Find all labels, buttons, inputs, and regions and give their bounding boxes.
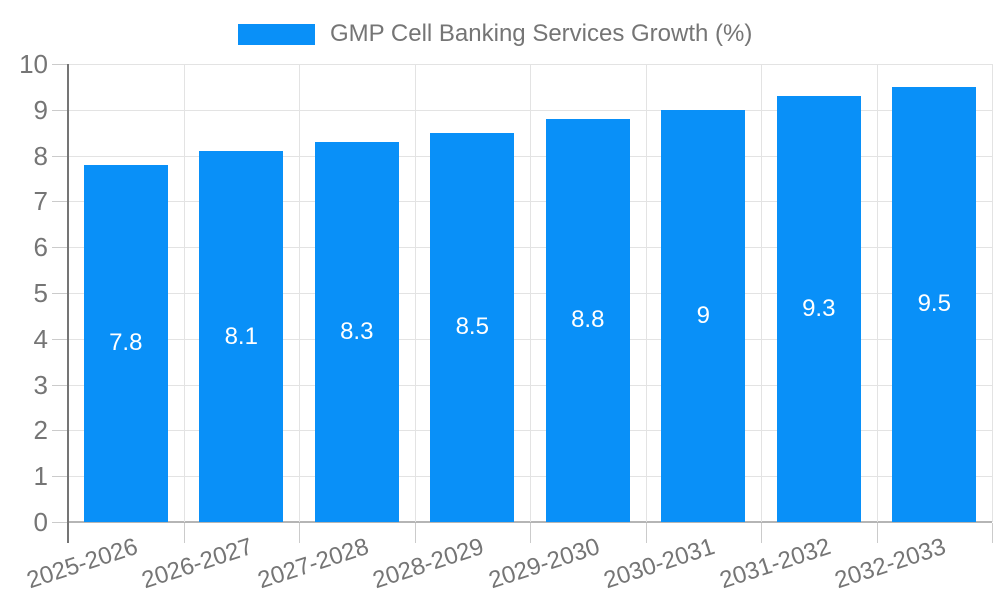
y-tick-mark [52, 293, 67, 294]
y-tick-mark [52, 522, 67, 523]
y-tick-mark [52, 476, 67, 478]
x-gridline [183, 64, 185, 522]
y-tick-mark [52, 155, 67, 157]
bar-2032-2033[interactable] [892, 86, 977, 522]
y-tick-label: 0 [33, 507, 48, 537]
bar-value-label: 9.3 [802, 295, 836, 323]
y-tick-mark [52, 430, 67, 432]
x-tick-mark [645, 523, 647, 543]
y-tick-label: 10 [19, 49, 48, 79]
y-tick-mark [52, 201, 67, 203]
bar-2029-2030[interactable] [545, 118, 630, 522]
bar-value-label: 8.3 [340, 317, 374, 345]
x-tick-mark [761, 523, 762, 543]
x-gridline [414, 64, 416, 522]
y-tick-label: 4 [33, 323, 48, 354]
x-gridline [876, 64, 878, 522]
x-tick-mark [183, 523, 185, 543]
bar-2031-2032[interactable] [776, 96, 861, 522]
y-tick-mark [52, 384, 67, 386]
x-tick-mark [414, 523, 416, 543]
x-tick-mark [530, 523, 531, 543]
x-tick-mark [992, 523, 993, 543]
y-tick-mark [52, 64, 67, 65]
x-tick-mark [876, 523, 878, 543]
x-gridline [761, 64, 762, 522]
x-gridline [645, 64, 647, 522]
y-tick-label: 7 [33, 186, 48, 217]
bar-2030-2031[interactable] [661, 109, 746, 522]
x-tick-mark [299, 523, 300, 543]
y-tick-label: 3 [33, 369, 48, 400]
bar-value-label: 7.8 [109, 329, 143, 357]
y-tick-label: 5 [33, 278, 48, 308]
x-gridline [299, 64, 300, 522]
y-tick-label: 9 [33, 94, 48, 125]
bar-2028-2029[interactable] [430, 132, 515, 522]
y-tick-mark [52, 109, 67, 111]
bar-2026-2027[interactable] [199, 151, 284, 522]
legend-swatch [238, 23, 315, 45]
bar-value-label: 9 [696, 301, 710, 329]
legend-item[interactable]: GMP Cell Banking Services Growth (%) [238, 20, 752, 48]
bar-value-label: 8.5 [455, 313, 489, 341]
y-tick-label: 1 [33, 461, 48, 492]
y-axis-line [67, 64, 69, 543]
y-tick-mark [52, 247, 67, 249]
y-tick-label: 6 [33, 232, 48, 263]
y-tick-label: 8 [33, 140, 48, 171]
bar-2025-2026[interactable] [83, 164, 168, 522]
y-tick-mark [52, 338, 67, 340]
x-gridline [992, 64, 993, 522]
bar-value-label: 8.1 [224, 322, 258, 350]
legend-label: GMP Cell Banking Services Growth (%) [330, 20, 753, 47]
x-gridline [530, 64, 531, 522]
bar-2027-2028[interactable] [314, 141, 399, 522]
x-axis-baseline [68, 521, 992, 523]
bar-value-label: 9.5 [917, 290, 951, 318]
y-tick-label: 2 [33, 415, 48, 446]
bar-value-label: 8.8 [571, 306, 605, 334]
